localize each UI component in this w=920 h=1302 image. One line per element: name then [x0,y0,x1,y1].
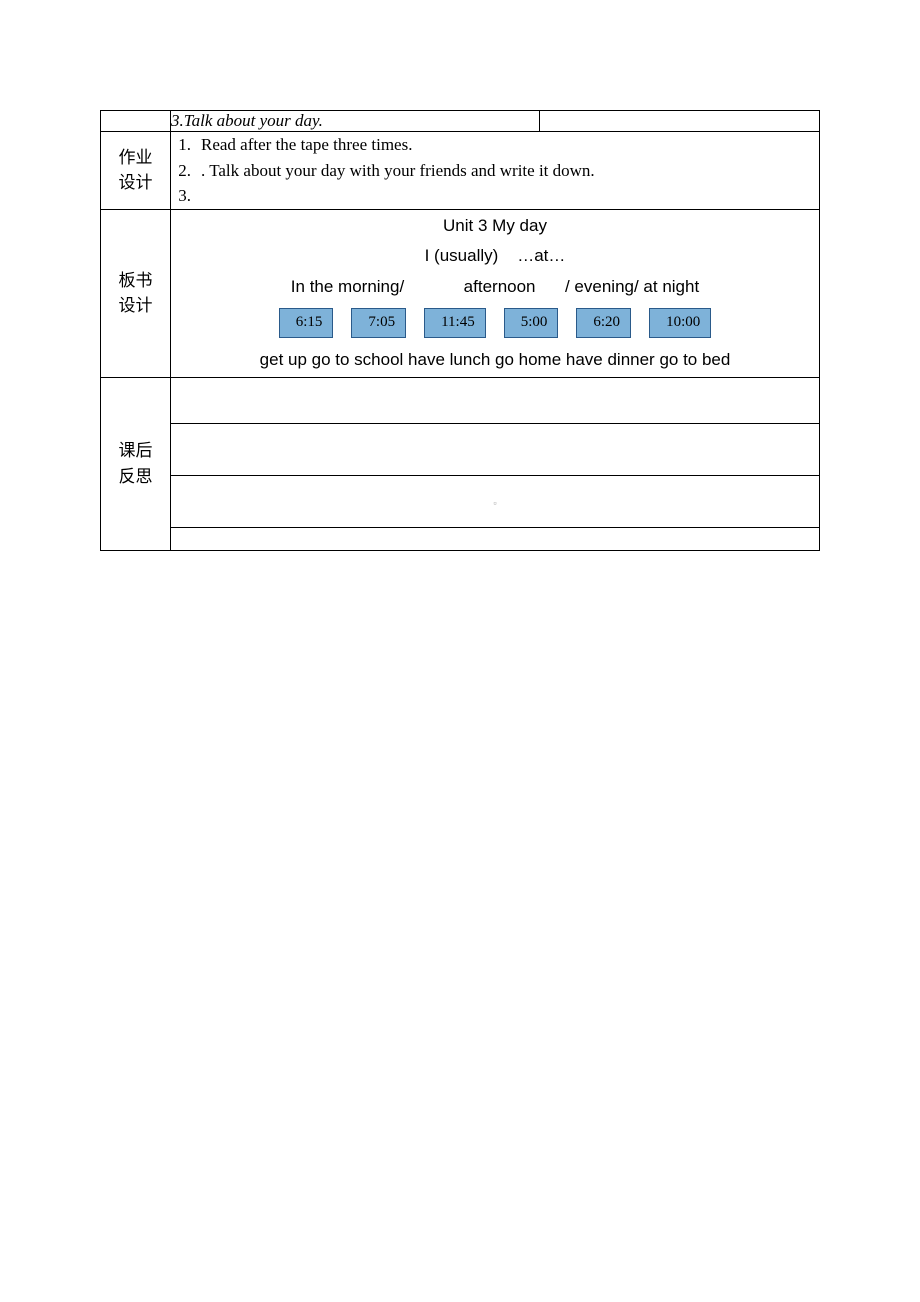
hw-num-1: 1. [171,132,201,158]
time-box-6: 10:00 [649,308,711,338]
board-line2-text: I (usually) …at… [425,246,566,265]
board-label: 板书 设计 [101,209,171,377]
board-content: Unit 3 My day I (usually) …at… In the mo… [171,209,820,377]
reflection-content: ▫ [171,377,820,550]
homework-row: 作业 设计 1. Read after the tape three times… [101,132,820,210]
hw-item-1: 1. Read after the tape three times. [171,132,819,158]
board-label-text: 板书 设计 [119,271,153,316]
board-line3: In the morning/ afternoon / evening/ at … [171,273,819,302]
time-box-3: 11:45 [424,308,486,338]
top-row: 3.Talk about your day. [101,111,820,132]
homework-content: 1. Read after the tape three times. 2. .… [171,132,820,210]
time-box-5: 6:20 [576,308,631,338]
board-line2: I (usually) …at… [171,242,819,271]
top-row-content: 3.Talk about your day. [171,111,540,132]
page: 3.Talk about your day. 作业 设计 1. Read aft… [0,0,920,601]
lesson-plan-table: 3.Talk about your day. 作业 设计 1. Read aft… [100,110,820,551]
hw-item-3: 3. [171,183,819,209]
homework-label-text: 作业 设计 [119,148,153,193]
talk-about-day-text: 3.Talk about your day. [171,111,323,130]
board-line3-right: / evening/ at night [565,277,699,296]
board-title: Unit 3 My day [171,212,819,241]
hw-text-2: . Talk about your day with your friends … [201,158,595,184]
reflect-line-1 [171,398,819,424]
time-box-2: 7:05 [351,308,406,338]
hw-text-1: Read after the tape three times. [201,132,412,158]
board-line3-left: In the morning/ [291,277,404,296]
hw-item-2: 2. . Talk about your day with your frien… [171,158,819,184]
top-row-label-empty [101,111,171,132]
hw-num-2: 2. [171,158,201,184]
homework-label: 作业 设计 [101,132,171,210]
reflect-bottom-gap [171,518,819,546]
time-boxes-row: 6:15 7:05 11:45 5:00 6:20 10:00 [171,308,819,338]
reflection-row: 课后 反思 ▫ [101,377,820,550]
board-line3-mid: afternoon [464,277,536,296]
hw-num-3: 3. [171,183,201,209]
board-actions: get up go to school have lunch go home h… [171,346,819,375]
reflection-label-text: 课后 反思 [119,441,153,486]
time-box-1: 6:15 [279,308,334,338]
top-row-right-empty [540,111,820,132]
reflect-line-2 [171,424,819,476]
time-box-4: 5:00 [504,308,559,338]
board-design-row: 板书 设计 Unit 3 My day I (usually) …at… In … [101,209,820,377]
reflection-label: 课后 反思 [101,377,171,550]
reflection-lines: ▫ [171,378,819,550]
